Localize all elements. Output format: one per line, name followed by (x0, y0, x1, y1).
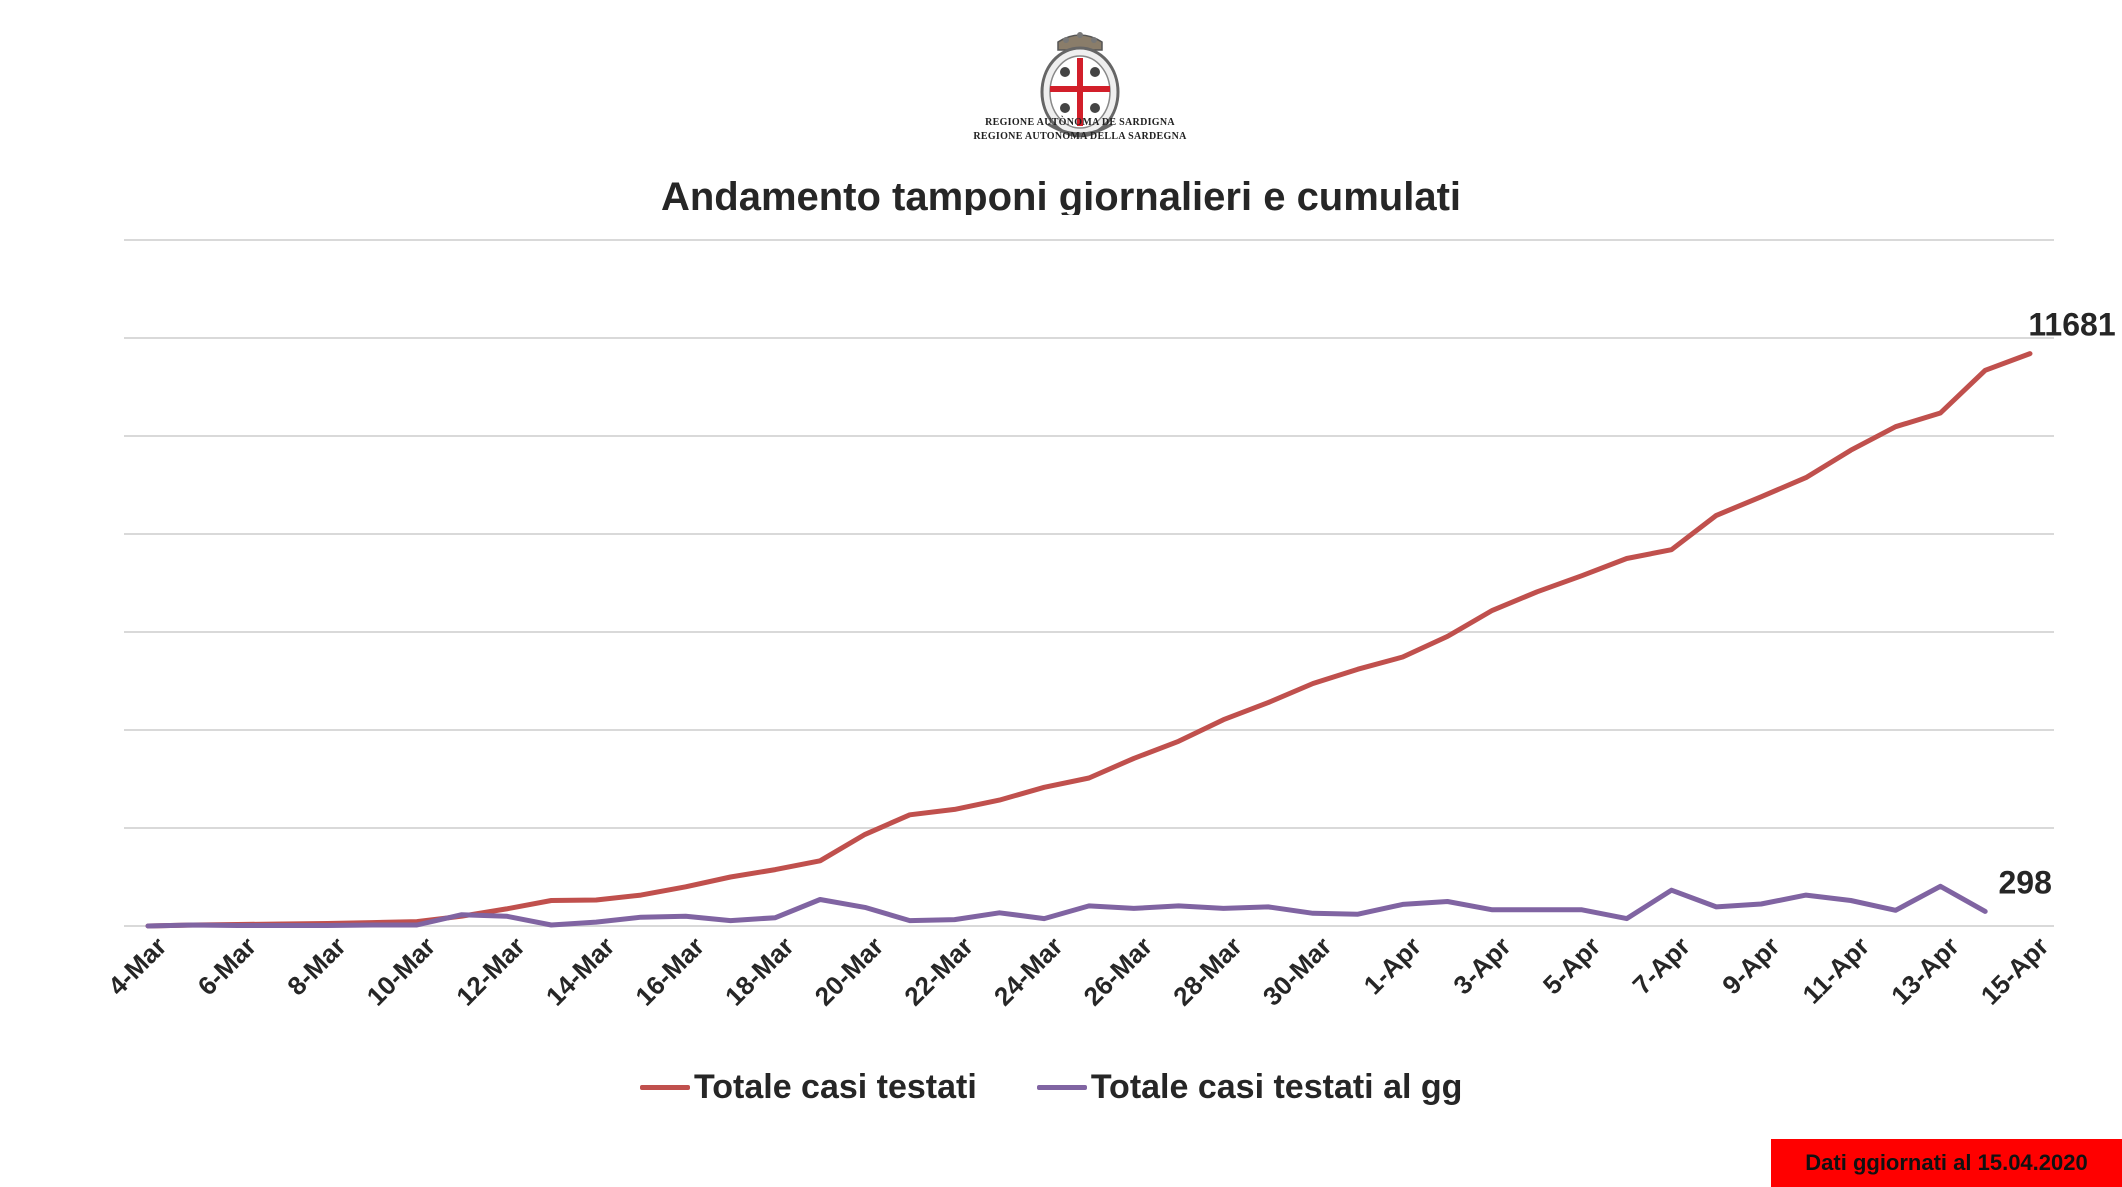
chart-legend: Totale casi testati Totale casi testati … (640, 1068, 1522, 1107)
legend-label-total: Totale casi testati (694, 1068, 977, 1106)
logo-caption-italian: REGIONE AUTONOMA DELLA SARDEGNA (973, 131, 1187, 142)
legend-label-daily: Totale casi testati al gg (1090, 1068, 1463, 1106)
legend-item-total: Totale casi testati (640, 1068, 977, 1107)
x-tick-label: 6-Mar (192, 931, 262, 1001)
x-tick-label: 5-Apr (1537, 931, 1606, 1000)
x-tick-label: 20-Mar (809, 931, 889, 1011)
x-tick-label: 9-Apr (1716, 931, 1785, 1000)
x-tick-label: 3-Apr (1447, 931, 1516, 1000)
x-tick-label: 16-Mar (629, 931, 709, 1011)
x-tick-label: 7-Apr (1627, 931, 1696, 1000)
x-tick-label: 11-Apr (1797, 931, 1875, 1009)
x-tick-label: 12-Mar (450, 931, 530, 1011)
legend-item-daily: Totale casi testati al gg (1036, 1068, 1463, 1107)
end-label-total: 11681 (2028, 307, 2115, 343)
x-tick-label: 4-Mar (102, 931, 172, 1001)
update-date-badge: Dati ggiornati al 15.04.2020 (1771, 1139, 2122, 1187)
chart-title: Andamento tamponi giornalieri e cumulati (660, 175, 1462, 215)
x-tick-label: 8-Mar (281, 931, 351, 1001)
series-line-total (145, 351, 2033, 929)
x-tick-label: 26-Mar (1078, 931, 1158, 1011)
chart-title-clipped: Andamento tamponi giornalieri e cumulati (0, 175, 2122, 215)
legend-swatch-daily (1036, 1085, 1087, 1090)
x-tick-label: 18-Mar (719, 931, 799, 1011)
legend-swatch-total (640, 1085, 690, 1090)
x-tick-label: 30-Mar (1257, 931, 1337, 1011)
regione-sardegna-coat-of-arms (1040, 32, 1120, 138)
x-tick-label: 15-Apr (1975, 931, 2054, 1010)
x-tick-label: 1-Apr (1358, 931, 1427, 1000)
end-label-daily: 298 (1998, 864, 2051, 900)
x-tick-label: 22-Mar (898, 931, 978, 1011)
logo-caption-sardinian: REGIONE AUTÒNOMA DE SARDIGNA (985, 117, 1175, 128)
x-tick-label: 13-Apr (1885, 931, 1964, 1010)
series-line-daily (145, 883, 1988, 929)
x-tick-label: 24-Mar (988, 931, 1068, 1011)
x-tick-label: 10-Mar (361, 931, 441, 1011)
x-tick-label: 14-Mar (540, 931, 620, 1011)
x-tick-label: 28-Mar (1167, 931, 1247, 1011)
